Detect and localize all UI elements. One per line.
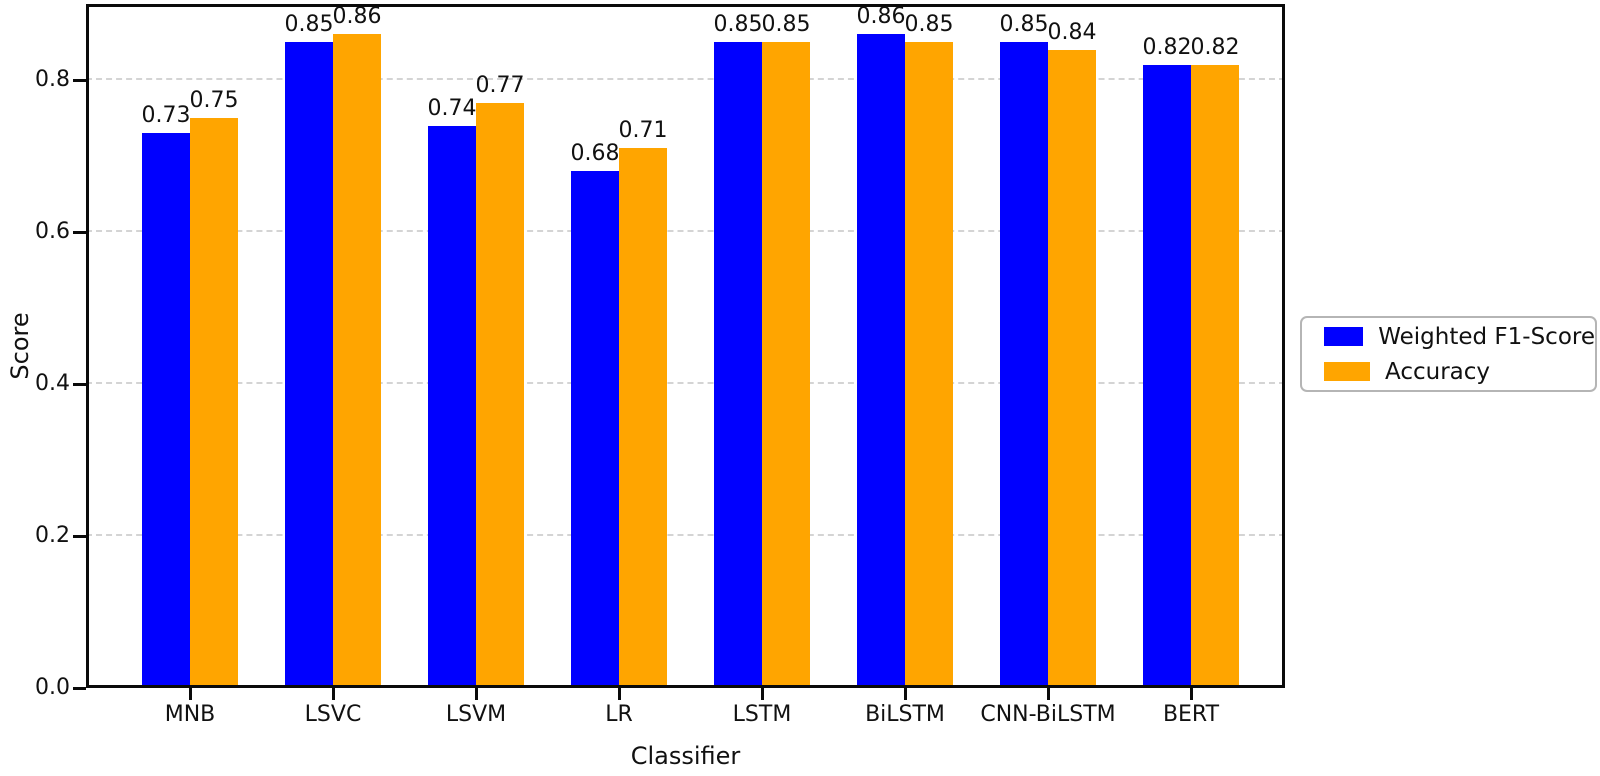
bar-value-label: 0.71 [618,118,668,144]
bar-value-label: 0.77 [475,72,525,98]
x-tick-label: LSTM [732,702,792,727]
gridline [86,230,1285,232]
gridline [86,534,1285,536]
bar-value-label: 0.86 [856,4,906,30]
bar-value-label: 0.68 [570,141,620,167]
bar-value-label: 0.75 [189,88,239,113]
x-tick-label: LR [605,702,633,727]
x-tick-label: BiLSTM [865,702,945,727]
bar-value-label: 0.85 [284,12,334,37]
y-tick-label: 0.6 [35,219,70,244]
gridline [86,382,1285,384]
legend-swatch-orange [1324,362,1370,381]
x-tick [331,688,335,700]
plot-frame [86,4,1285,688]
y-tick [73,382,86,386]
bar-accuracy-lr [619,148,667,688]
bar-weighted-f1-score-lstm [714,42,762,688]
bar-value-label: 0.86 [332,4,382,30]
x-tick [474,688,478,700]
bar-accuracy-bilstm [905,42,953,688]
bar-value-label: 0.85 [713,12,763,37]
bar-accuracy-lsvm [476,102,524,688]
x-tick [617,688,621,700]
legend: Weighted F1-Score Accuracy [1300,316,1597,392]
gridline [86,78,1285,80]
y-tick-label: 0.2 [35,523,70,548]
bar-value-label: 0.82 [1190,34,1240,60]
x-tick [1046,688,1050,700]
x-axis-label: Classifier [630,742,741,770]
bar-accuracy-bert [1191,64,1239,688]
x-tick-label: LSVC [304,702,362,727]
bar-accuracy-cnn-bilstm [1048,49,1096,688]
bar-weighted-f1-score-mnb [142,133,190,688]
plot-area: 0.73 0.75 0.85 0.86 0.74 0.77 0.68 0.71 0.85 0.85… [73,4,1285,700]
x-tick [760,688,764,700]
y-tick-label: 0.4 [35,371,70,396]
legend-item: Weighted F1-Score [1324,324,1595,350]
bar-weighted-f1-score-bert [1143,64,1191,688]
bar-value-label: 0.84 [1047,19,1097,45]
bar-accuracy-lsvc [333,34,381,688]
legend-label: Weighted F1-Score [1378,323,1595,350]
bar-accuracy-mnb [190,118,238,688]
bar-accuracy-lstm [762,42,810,688]
x-tick-label: MNB [164,702,216,727]
x-tick-label: LSVM [445,702,507,727]
y-tick [73,686,86,690]
bar-weighted-f1-score-lr [571,171,619,688]
legend-swatch-blue [1324,327,1364,346]
bar-value-label: 0.82 [1142,34,1192,60]
x-tick [1189,688,1193,700]
bar-value-label: 0.73 [141,103,191,129]
bar-weighted-f1-score-cnn-bilstm [1000,42,1048,688]
bar-weighted-f1-score-lsvc [285,42,333,688]
x-tick [188,688,192,700]
x-tick-label: CNN-BiLSTM [980,702,1116,727]
y-tick [73,230,86,234]
bar-weighted-f1-score-bilstm [857,34,905,688]
x-tick-label: BERT [1162,702,1220,727]
legend-label: Accuracy [1385,358,1491,385]
y-tick-label: 0.0 [35,675,70,700]
bar-value-label: 0.85 [999,12,1049,37]
bar-value-label: 0.74 [427,95,477,121]
x-tick [903,688,907,700]
y-tick [73,534,86,538]
legend-item: Accuracy [1324,359,1595,385]
bar-weighted-f1-score-lsvm [428,125,476,688]
y-tick [73,78,86,82]
bar-value-label: 0.85 [761,12,811,37]
y-tick-label: 0.8 [35,67,70,92]
bar-value-label: 0.85 [904,12,954,37]
